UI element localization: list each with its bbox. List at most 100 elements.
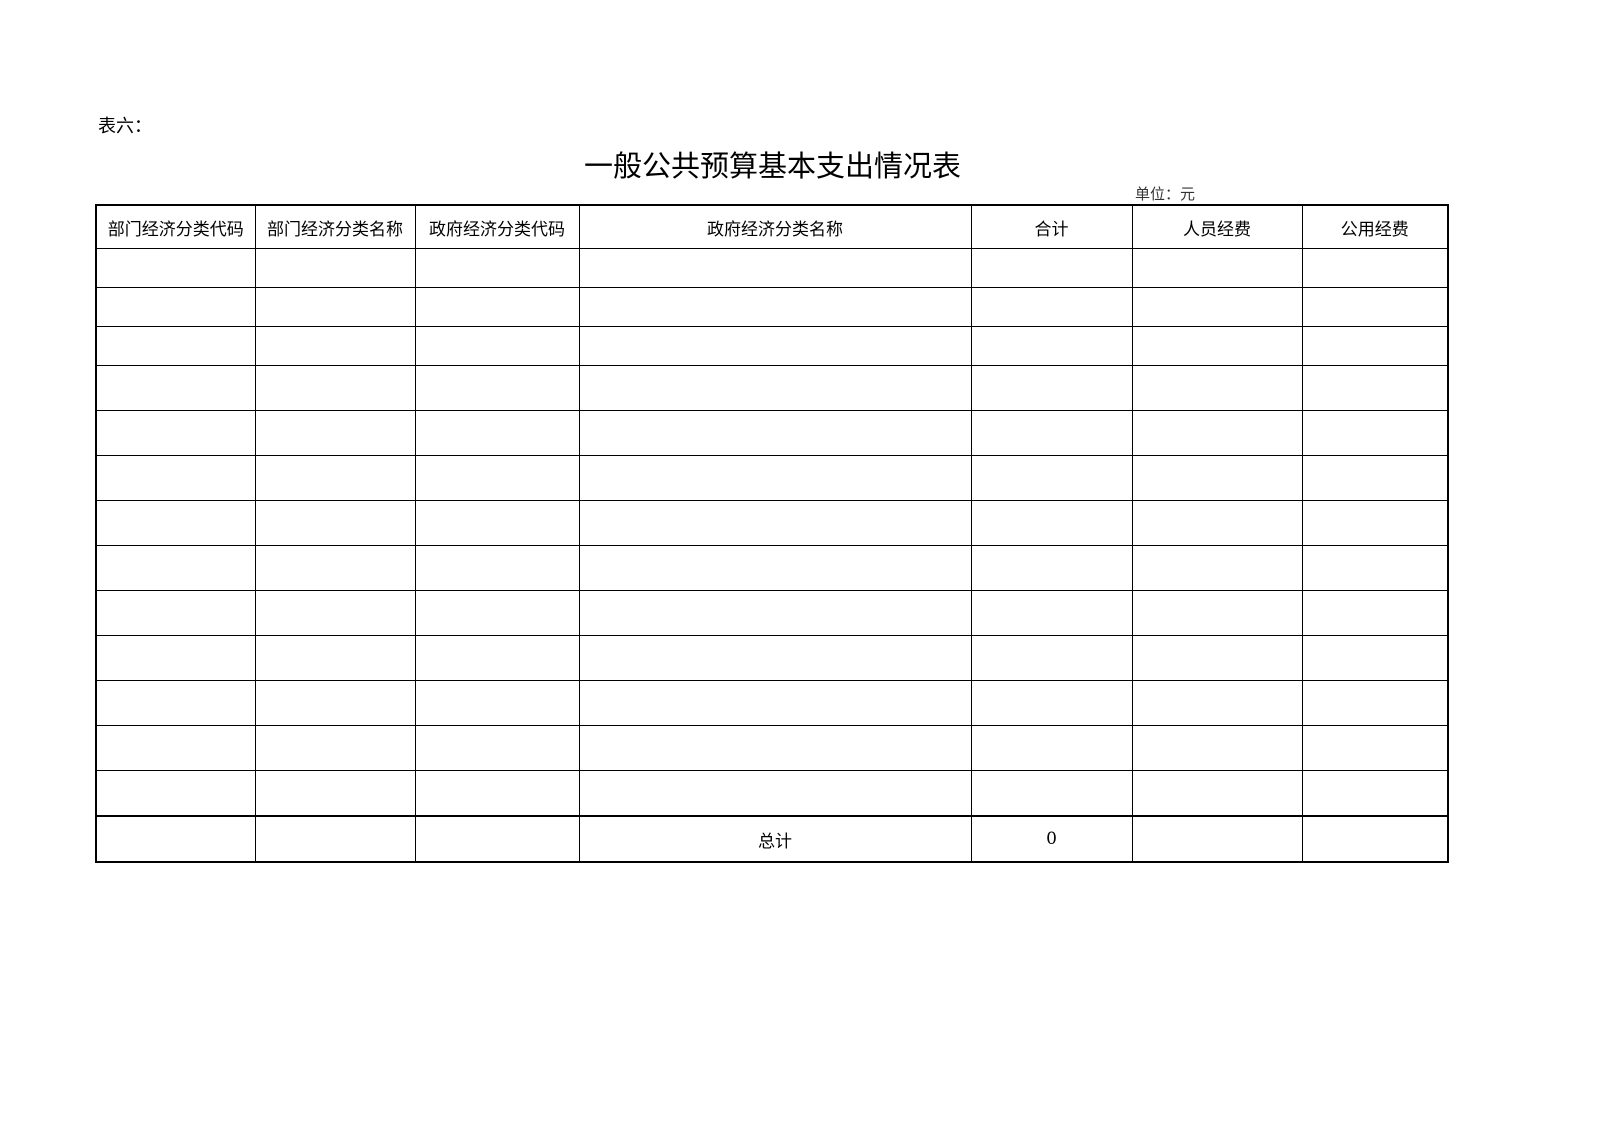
table-cell (254, 410, 416, 456)
table-cell (414, 287, 580, 327)
table-cell (254, 680, 416, 726)
table-cell (414, 248, 580, 288)
table-cell (95, 635, 256, 681)
table-row (95, 590, 1449, 636)
table-row (95, 410, 1449, 456)
header-gov-code: 政府经济分类代码 (414, 204, 580, 249)
table-cell (578, 326, 972, 366)
table-cell (95, 815, 256, 863)
table-cell (1301, 248, 1449, 288)
table-cell (1301, 410, 1449, 456)
table-cell (578, 635, 972, 681)
table-row (95, 287, 1449, 327)
table-row (95, 326, 1449, 366)
table-label: 表六： (98, 116, 152, 137)
table-cell (95, 500, 256, 546)
table-cell (254, 287, 416, 327)
table-cell (1301, 287, 1449, 327)
table-cell (1301, 365, 1449, 411)
table-cell (414, 500, 580, 546)
budget-table: 部门经济分类代码 部门经济分类名称 政府经济分类代码 政府经济分类名称 合计 人… (95, 204, 1449, 863)
table-cell (95, 725, 256, 771)
table-row (95, 545, 1449, 591)
table-cell (1131, 455, 1303, 501)
table-cell (414, 680, 580, 726)
table-cell (1301, 590, 1449, 636)
header-dept-code: 部门经济分类代码 (95, 204, 256, 249)
table-cell (414, 635, 580, 681)
table-row (95, 248, 1449, 288)
header-gov-name: 政府经济分类名称 (578, 204, 972, 249)
table-cell (1301, 545, 1449, 591)
table-cell (1131, 365, 1303, 411)
table-cell (970, 248, 1133, 288)
table-cell (1301, 500, 1449, 546)
table-cell (1131, 770, 1303, 817)
header-total: 合计 (970, 204, 1133, 249)
table-cell (1131, 725, 1303, 771)
table-cell (414, 365, 580, 411)
table-cell (578, 410, 972, 456)
table-cell (254, 365, 416, 411)
table-cell (254, 770, 416, 817)
table-cell (970, 680, 1133, 726)
table-cell (1131, 590, 1303, 636)
table-cell (254, 248, 416, 288)
table-cell (1301, 455, 1449, 501)
table-cell (970, 635, 1133, 681)
header-dept-name: 部门经济分类名称 (254, 204, 416, 249)
table-cell (1131, 815, 1303, 863)
table-cell (254, 500, 416, 546)
table-cell (95, 410, 256, 456)
table-cell (95, 770, 256, 817)
table-row (95, 725, 1449, 771)
table-cell (95, 590, 256, 636)
table-cell (1301, 815, 1449, 863)
table-cell (578, 455, 972, 501)
table-cell (254, 326, 416, 366)
table-cell (254, 455, 416, 501)
table-cell (970, 410, 1133, 456)
table-cell (95, 545, 256, 591)
table-cell (1131, 680, 1303, 726)
table-cell (414, 590, 580, 636)
table-cell (970, 590, 1133, 636)
table-cell (578, 248, 972, 288)
table-cell (254, 635, 416, 681)
table-cell (1301, 326, 1449, 366)
table-cell (578, 680, 972, 726)
table-cell (1301, 635, 1449, 681)
table-cell (95, 455, 256, 501)
table-cell (578, 365, 972, 411)
table-cell (970, 770, 1133, 817)
table-row (95, 635, 1449, 681)
table-cell (414, 326, 580, 366)
table-cell (578, 545, 972, 591)
table-cell (1131, 635, 1303, 681)
table-row (95, 680, 1449, 726)
table-cell (578, 590, 972, 636)
table-cell (414, 770, 580, 817)
table-cell (414, 815, 580, 863)
table-cell (95, 248, 256, 288)
table-cell (578, 500, 972, 546)
table-cell (970, 725, 1133, 771)
table-cell (414, 725, 580, 771)
table-cell (414, 455, 580, 501)
page-title: 一般公共预算基本支出情况表 (583, 149, 961, 183)
table-cell (970, 365, 1133, 411)
table-cell (578, 287, 972, 327)
table-cell (578, 770, 972, 817)
table-cell (1131, 326, 1303, 366)
table-cell (254, 725, 416, 771)
header-row: 部门经济分类代码 部门经济分类名称 政府经济分类代码 政府经济分类名称 合计 人… (95, 204, 1449, 249)
table-cell (970, 326, 1133, 366)
table-cell (1131, 545, 1303, 591)
total-row: 总计 0 (95, 815, 1449, 863)
table-cell (1131, 410, 1303, 456)
table-cell (254, 590, 416, 636)
table-cell (95, 680, 256, 726)
table-cell (95, 365, 256, 411)
table-cell (970, 455, 1133, 501)
table-cell (95, 287, 256, 327)
